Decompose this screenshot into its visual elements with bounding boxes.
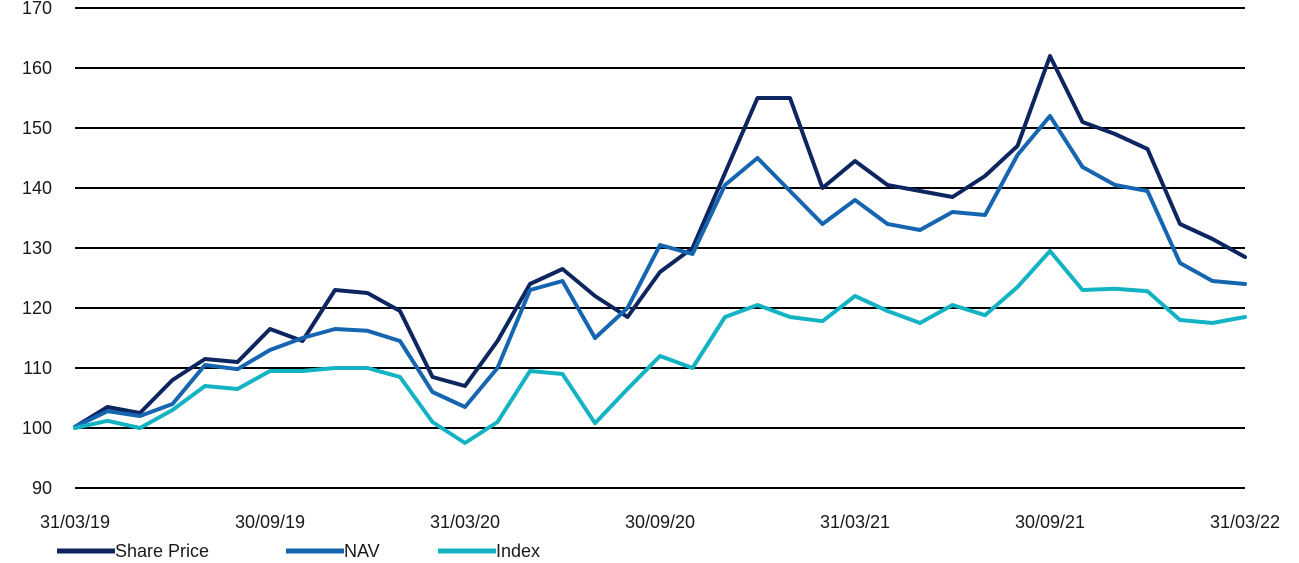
x-tick-label: 31/03/22 [1210, 512, 1280, 532]
x-tick-label: 31/03/20 [430, 512, 500, 532]
legend: Share Price NAV Index [57, 541, 540, 561]
x-axis-labels: 31/03/19 30/09/19 31/03/20 30/09/20 31/03/21… [40, 512, 1280, 532]
x-tick-label: 30/09/21 [1015, 512, 1085, 532]
x-tick-label: 30/09/19 [235, 512, 305, 532]
y-tick-label: 120 [22, 298, 52, 318]
series-lines [73, 54, 1247, 445]
y-tick-label: 100 [22, 418, 52, 438]
y-tick-label: 140 [22, 178, 52, 198]
series-line-index [73, 249, 1247, 445]
y-axis-labels: 90 100 110 120 130 140 150 160 170 [22, 0, 52, 498]
x-tick-label: 31/03/19 [40, 512, 110, 532]
legend-label-share-price: Share Price [115, 541, 209, 561]
x-tick-label: 30/09/20 [625, 512, 695, 532]
y-tick-label: 160 [22, 58, 52, 78]
y-tick-label: 90 [32, 478, 52, 498]
series-line-share-price [73, 54, 1247, 429]
legend-label-nav: NAV [344, 541, 380, 561]
y-tick-label: 170 [22, 0, 52, 18]
y-tick-label: 110 [23, 358, 52, 378]
legend-label-index: Index [496, 541, 540, 561]
y-tick-label: 150 [22, 118, 52, 138]
x-tick-label: 31/03/21 [820, 512, 890, 532]
y-tick-label: 130 [22, 238, 52, 258]
series-line-nav [73, 114, 1247, 429]
